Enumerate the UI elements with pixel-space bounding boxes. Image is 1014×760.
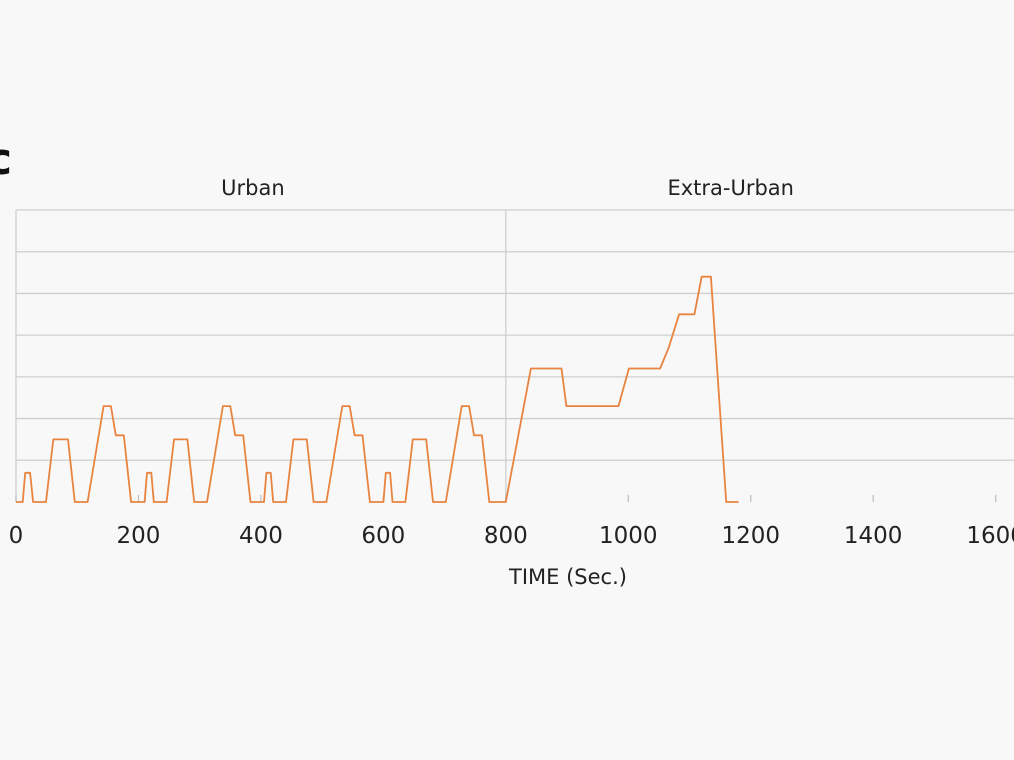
x-tick-label: 800 xyxy=(484,523,528,549)
x-tick-label: 600 xyxy=(361,523,405,549)
section-label: Urban xyxy=(221,176,285,200)
x-tick-label: 1000 xyxy=(599,523,658,549)
section-labels: Urban Extra-Urban xyxy=(221,176,794,200)
x-axis-ticks: 0 200 400 600 800 1000 1200 1400 1600 xyxy=(9,495,1014,549)
section-label: Extra-Urban xyxy=(667,176,794,200)
gridlines xyxy=(15,209,1014,502)
x-tick-label: 1400 xyxy=(844,523,903,549)
panel-label: c xyxy=(0,134,12,185)
x-tick-label: 400 xyxy=(239,523,283,549)
series-layer xyxy=(16,275,739,503)
x-tick-label: 200 xyxy=(117,523,161,549)
x-tick-label: 1200 xyxy=(721,523,780,549)
speed-line xyxy=(16,275,739,503)
x-axis-label: TIME (Sec.) xyxy=(508,565,627,589)
x-tick-label: 1600 xyxy=(966,523,1014,549)
x-tick-label: 0 xyxy=(9,523,24,549)
